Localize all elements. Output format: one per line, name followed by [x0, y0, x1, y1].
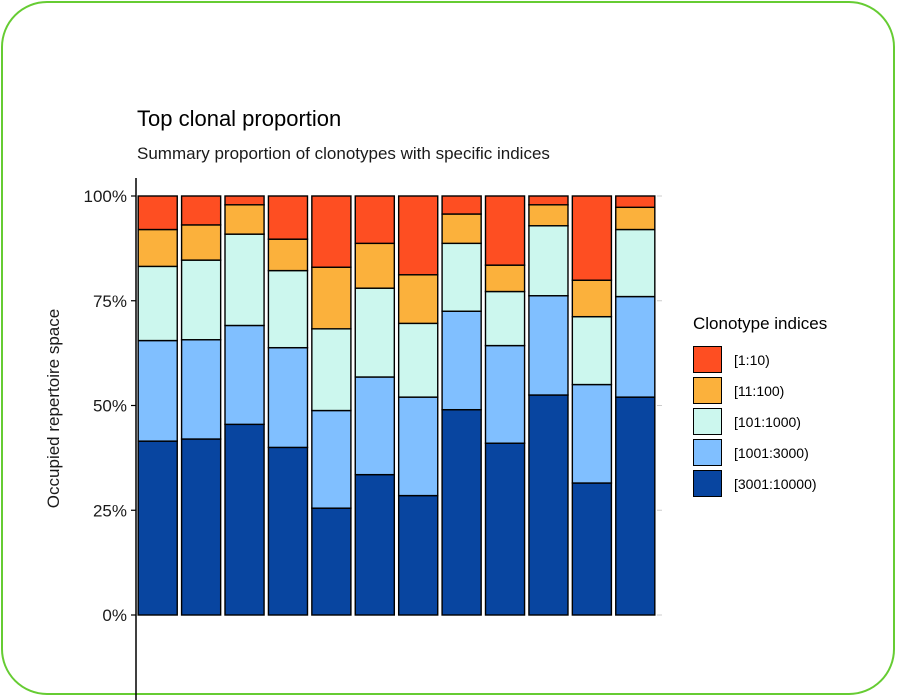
- bar-segment: [180, 195, 222, 226]
- bar-segment: [224, 204, 265, 235]
- legend-swatch: [693, 408, 722, 435]
- legend-label: [11:100): [734, 382, 785, 399]
- bar-segment: [528, 204, 569, 227]
- bar-segment: [180, 339, 222, 440]
- bar-segment: [224, 233, 265, 327]
- bar-segment: [484, 195, 526, 266]
- bar-segment: [441, 242, 482, 312]
- legend-swatch: [693, 377, 722, 404]
- bar-segment: [354, 242, 396, 289]
- chart-subtitle: Summary proportion of clonotypes with sp…: [137, 144, 550, 163]
- bar-segment: [267, 346, 309, 449]
- bar-segment: [571, 279, 613, 318]
- bar-segment: [615, 195, 656, 209]
- bar-segment: [571, 195, 613, 281]
- legend-swatch: [693, 439, 722, 466]
- bar-segment: [267, 269, 309, 349]
- bar-segment: [441, 213, 482, 245]
- legend-item: [1001:3000): [693, 437, 827, 468]
- bar-segment: [528, 394, 569, 616]
- bar-segment: [224, 324, 265, 426]
- legend-title: Clonotype indices: [693, 314, 828, 333]
- bar-segment: [397, 322, 439, 398]
- legend-item: [11:100): [693, 375, 827, 406]
- bar-segment: [224, 195, 265, 206]
- bar-segment: [180, 259, 222, 341]
- legend-label: [3001:10000): [734, 475, 817, 492]
- legend-label: [1:10): [734, 351, 770, 368]
- bar-segment: [397, 274, 439, 325]
- bar-segment: [397, 494, 439, 616]
- bar-segment: [354, 287, 396, 378]
- bar-segment: [311, 195, 352, 268]
- y-tick-label: 0%: [102, 606, 127, 625]
- bar-segment: [528, 295, 569, 396]
- bar-segment: [137, 195, 178, 231]
- bar-segment: [484, 264, 526, 293]
- bar-segment: [354, 195, 396, 245]
- bar-segment: [615, 295, 656, 398]
- bar-segment: [267, 238, 309, 272]
- bar-segment: [137, 228, 178, 268]
- legend-item: [1:10): [693, 344, 827, 375]
- bar-segment: [397, 396, 439, 497]
- bar-segment: [311, 409, 352, 509]
- y-tick-label: 50%: [93, 397, 127, 416]
- bar-segment: [311, 328, 352, 412]
- bar-segment: [571, 383, 613, 484]
- legend-swatch: [693, 346, 722, 373]
- legend-item: [101:1000): [693, 406, 827, 437]
- bar-segment: [311, 507, 352, 616]
- bar-segment: [441, 408, 482, 616]
- bar-segment: [441, 310, 482, 411]
- bar-segment: [615, 228, 656, 298]
- bar-segment: [441, 195, 482, 215]
- bar-segment: [137, 440, 178, 616]
- bar-segment: [484, 344, 526, 444]
- legend-items: [1:10) [11:100) [101:1000) [1001:3000) [3001…: [693, 344, 827, 499]
- bar-segment: [528, 195, 569, 206]
- y-tick-label: 75%: [93, 292, 127, 311]
- bar-segment: [484, 290, 526, 347]
- bar-segment: [267, 446, 309, 616]
- bar-segment: [137, 265, 178, 342]
- bar-segment: [354, 376, 396, 476]
- bar-segment: [397, 195, 439, 276]
- chart-title: Top clonal proportion: [137, 106, 342, 131]
- bar-segment: [615, 396, 656, 616]
- bar-segment: [354, 473, 396, 616]
- bar-segment: [571, 315, 613, 386]
- bar-segment: [528, 225, 569, 297]
- y-tick-label: 25%: [93, 501, 127, 520]
- bar-segment: [137, 339, 178, 442]
- bar-segment: [180, 438, 222, 616]
- bar-segment: [224, 423, 265, 616]
- bar-segment: [571, 482, 613, 616]
- legend: Clonotype indices [1:10) [11:100) [101:100…: [693, 314, 827, 499]
- y-axis-title: Occupied repertoire space: [44, 309, 63, 508]
- legend-label: [101:1000): [734, 413, 801, 430]
- legend-swatch: [693, 470, 722, 497]
- legend-item: [3001:10000): [693, 468, 827, 499]
- legend-label: [1001:3000): [734, 444, 809, 461]
- bar-segment: [484, 442, 526, 616]
- y-tick-label: 100%: [84, 187, 127, 206]
- bar-segment: [180, 224, 222, 261]
- bar-segment: [311, 266, 352, 330]
- bar-segment: [267, 195, 309, 240]
- bar-segment: [615, 206, 656, 231]
